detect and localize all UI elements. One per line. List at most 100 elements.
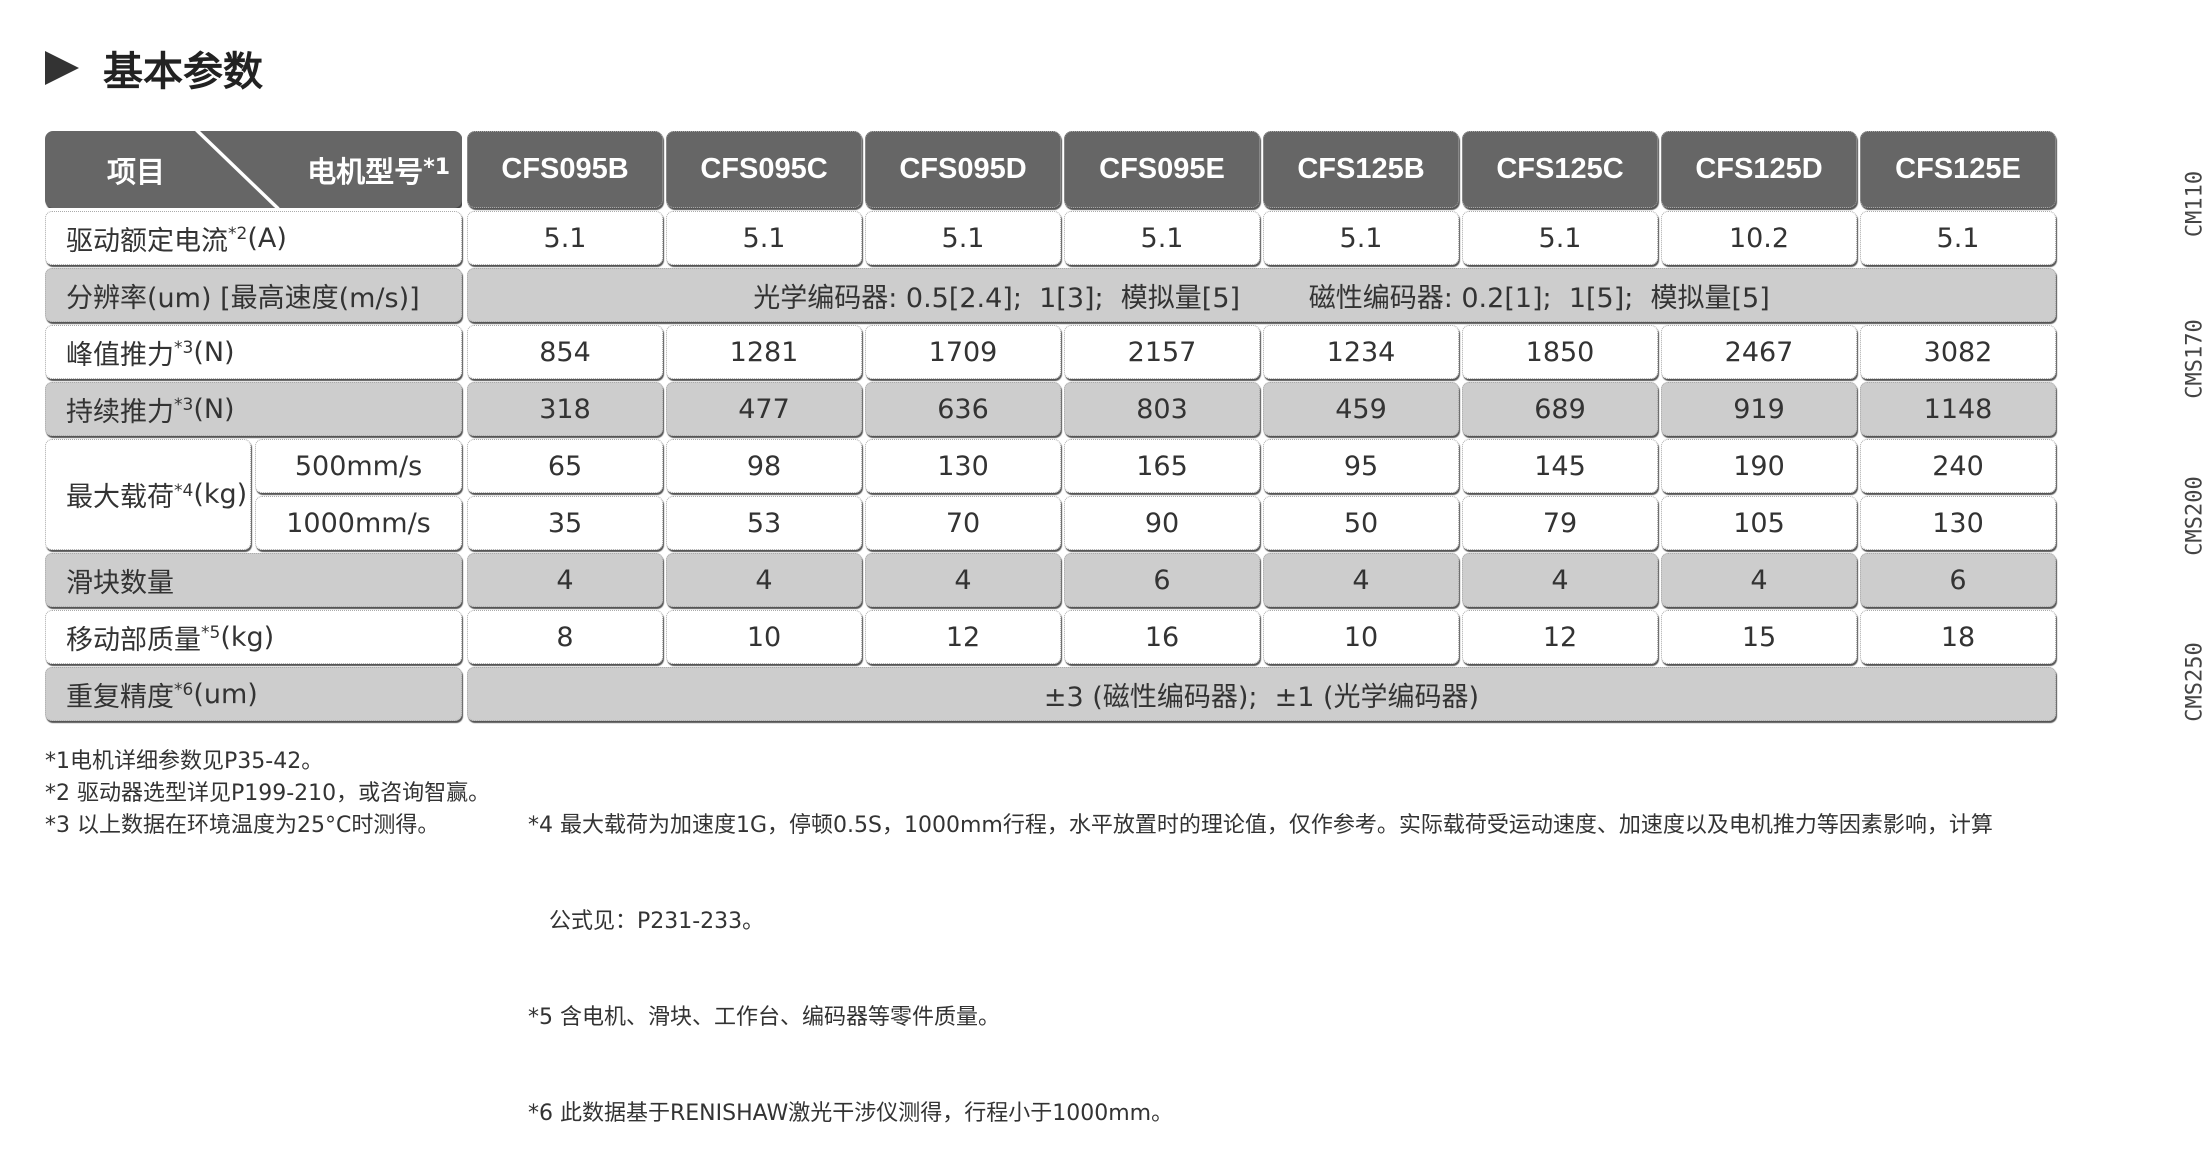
footnote: *3 以上数据在环境温度为25°C时测得。 <box>45 810 490 842</box>
value-cell-text: 5.1 <box>1539 223 1582 254</box>
value-cell-text: 240 <box>1932 451 1984 482</box>
value-cell: 636 <box>865 382 1061 436</box>
value-cell: 240 <box>1860 439 2056 493</box>
value-cell: 16 <box>1064 610 1260 664</box>
value-cell: 18 <box>1860 610 2056 664</box>
sub-label-cell-text: 1000mm/s <box>286 508 430 539</box>
value-cell: 35 <box>467 496 663 550</box>
value-cell-text: 53 <box>747 508 781 539</box>
value-cell: 5.1 <box>865 211 1061 265</box>
value-cell: 1281 <box>666 325 862 379</box>
value-cell: 318 <box>467 382 663 436</box>
header-model-cfs095d-text: CFS095D <box>899 153 1026 186</box>
sub-label-cell-text: 500mm/s <box>295 451 422 482</box>
value-cell: 8 <box>467 610 663 664</box>
row-label-cell: 峰值推力*3(N) <box>45 325 462 379</box>
value-cell: 5.1 <box>1860 211 2056 265</box>
value-cell-text: 95 <box>1344 451 1378 482</box>
header-model-cfs095d: CFS095D <box>865 131 1061 208</box>
span-value-cell-text: 光学编码器: 0.5[2.4]; 1[3]; 模拟量[5] 磁性编码器: 0.2… <box>753 276 1770 315</box>
row-label-cell: 移动部质量*5(kg) <box>45 610 462 664</box>
row-unit: (N) <box>193 337 234 368</box>
value-cell-text: 2467 <box>1725 337 1794 368</box>
value-cell-text: 35 <box>548 508 582 539</box>
row-note: *3 <box>174 395 193 415</box>
row-label: 滑块数量 <box>66 561 174 600</box>
row-label-cell: 重复精度*6(um) <box>45 667 462 721</box>
header-model-cfs125e: CFS125E <box>1860 131 2056 208</box>
row-label: 最大载荷 <box>66 475 174 514</box>
value-cell-text: 919 <box>1733 394 1785 425</box>
value-cell: 854 <box>467 325 663 379</box>
side-tab-cms200[interactable]: CMS200 <box>2183 476 2206 555</box>
value-cell: 6 <box>1064 553 1260 607</box>
row-note: *4 <box>174 481 193 501</box>
row-label: 分辨率(um) [最高速度(m/s)] <box>66 276 420 315</box>
row-label: 持续推力 <box>66 390 174 429</box>
value-cell-text: 10 <box>1344 622 1378 653</box>
value-cell: 65 <box>467 439 663 493</box>
value-cell-text: 6 <box>1153 565 1170 596</box>
row-unit: (kg) <box>220 622 274 653</box>
value-cell: 4 <box>666 553 862 607</box>
header-model-cfs095e-text: CFS095E <box>1099 153 1225 186</box>
value-cell: 10 <box>666 610 862 664</box>
value-cell: 15 <box>1661 610 1857 664</box>
value-cell: 5.1 <box>1263 211 1459 265</box>
footnote: *6 此数据基于RENISHAW激光干涉仪测得，行程小于1000mm。 <box>528 1098 1993 1130</box>
value-cell-text: 65 <box>548 451 582 482</box>
value-cell-text: 5.1 <box>1141 223 1184 254</box>
value-cell-text: 5.1 <box>1340 223 1383 254</box>
value-cell-text: 4 <box>1750 565 1767 596</box>
value-cell: 50 <box>1263 496 1459 550</box>
value-cell-text: 5.1 <box>743 223 786 254</box>
value-cell-text: 10 <box>747 622 781 653</box>
header-model-label: 电机型号 <box>307 149 423 191</box>
value-cell: 5.1 <box>467 211 663 265</box>
span-value-cell: 光学编码器: 0.5[2.4]; 1[3]; 模拟量[5] 磁性编码器: 0.2… <box>467 268 2056 322</box>
value-cell: 2157 <box>1064 325 1260 379</box>
side-tab-cms170[interactable]: CMS170 <box>2183 319 2206 398</box>
value-cell-text: 1148 <box>1924 394 1993 425</box>
row-label: 驱动额定电流 <box>66 219 228 258</box>
row-note: *5 <box>201 623 220 643</box>
row-unit: (kg) <box>193 479 247 510</box>
value-cell-text: 105 <box>1733 508 1785 539</box>
value-cell: 459 <box>1263 382 1459 436</box>
value-cell-text: 5.1 <box>942 223 985 254</box>
header-model-cfs125d-text: CFS125D <box>1695 153 1822 186</box>
value-cell-text: 4 <box>755 565 772 596</box>
value-cell-text: 4 <box>954 565 971 596</box>
value-cell: 98 <box>666 439 862 493</box>
value-cell-text: 10.2 <box>1729 223 1789 254</box>
row-label-cell: 持续推力*3(N) <box>45 382 462 436</box>
value-cell-text: 12 <box>946 622 980 653</box>
footnote: *5 含电机、滑块、工作台、编码器等零件质量。 <box>528 1002 1993 1034</box>
value-cell: 105 <box>1661 496 1857 550</box>
value-cell-text: 318 <box>539 394 591 425</box>
side-tab-cms250[interactable]: CMS250 <box>2183 642 2206 721</box>
value-cell: 1148 <box>1860 382 2056 436</box>
value-cell: 145 <box>1462 439 1658 493</box>
value-cell: 1709 <box>865 325 1061 379</box>
section-title-text: 基本参数 <box>103 39 263 97</box>
row-label: 峰值推力 <box>66 333 174 372</box>
value-cell: 5.1 <box>666 211 862 265</box>
value-cell: 1850 <box>1462 325 1658 379</box>
header-model-cfs125c-text: CFS125C <box>1496 153 1623 186</box>
side-tab-cm110[interactable]: CM110 <box>2183 171 2206 237</box>
row-note: *2 <box>228 224 247 244</box>
value-cell: 4 <box>467 553 663 607</box>
value-cell-text: 5.1 <box>1937 223 1980 254</box>
value-cell-text: 190 <box>1733 451 1785 482</box>
value-cell-text: 4 <box>1352 565 1369 596</box>
value-cell: 190 <box>1661 439 1857 493</box>
value-cell: 2467 <box>1661 325 1857 379</box>
value-cell-text: 79 <box>1543 508 1577 539</box>
value-cell-text: 1234 <box>1327 337 1396 368</box>
value-cell: 3082 <box>1860 325 2056 379</box>
footnotes-right: *4 最大载荷为加速度1G，停顿0.5S，1000mm行程，水平放置时的理论值，… <box>528 746 1993 1162</box>
row-unit: (A) <box>247 223 287 254</box>
header-model-cfs125b-text: CFS125B <box>1297 153 1424 186</box>
row-label-cell: 驱动额定电流*2(A) <box>45 211 462 265</box>
